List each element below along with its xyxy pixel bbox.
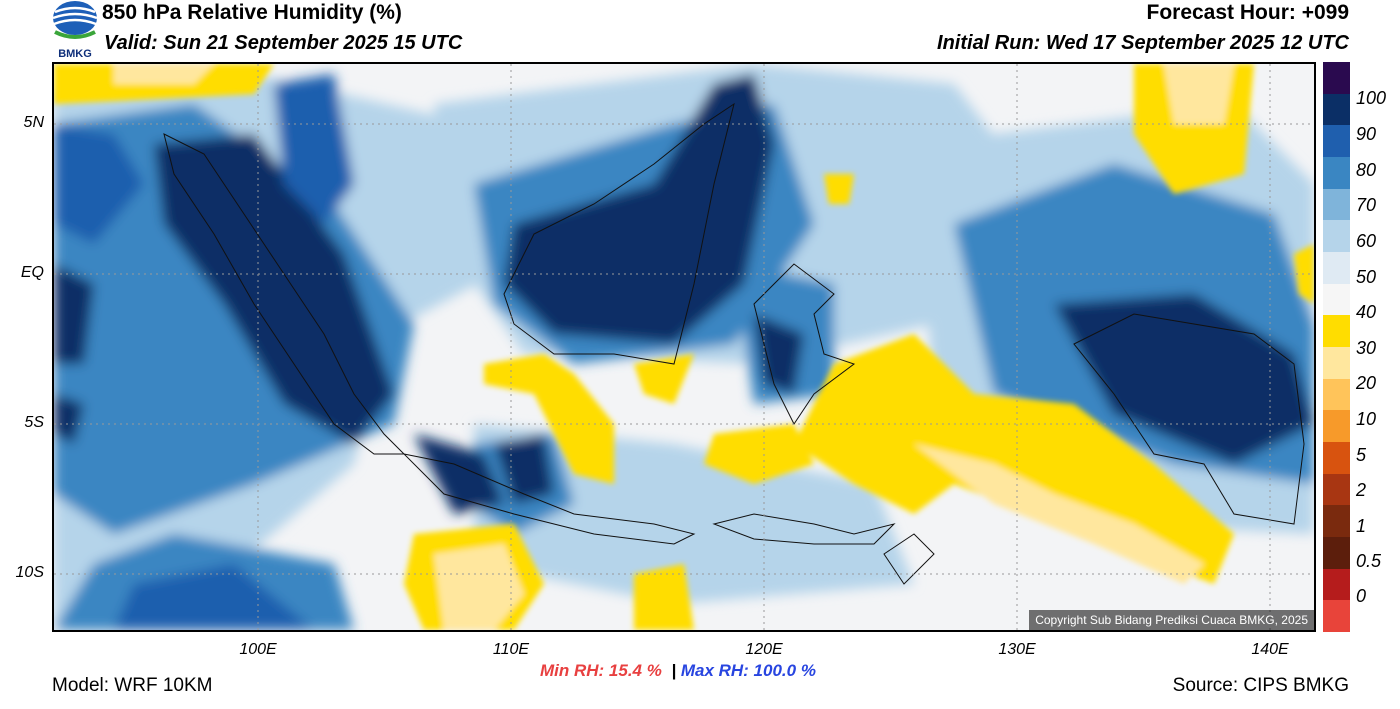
bmkg-logo: BMKG xyxy=(50,0,100,60)
humidity-field xyxy=(54,64,1314,630)
colorbar xyxy=(1323,62,1350,632)
separator: | xyxy=(671,661,677,680)
colorbar-label: 70 xyxy=(1356,195,1377,215)
colorbar-swatch xyxy=(1323,156,1350,189)
colorbar-swatch xyxy=(1323,220,1350,252)
colorbar-swatch xyxy=(1323,315,1350,347)
initial-run: Initial Run: Wed 17 September 2025 12 UT… xyxy=(937,32,1349,54)
colorbar-label: 90 xyxy=(1356,124,1377,144)
colorbar-swatch xyxy=(1323,568,1350,601)
svg-text:BMKG: BMKG xyxy=(58,48,92,60)
copyright-notice: Copyright Sub Bidang Prediksi Cuaca BMKG… xyxy=(1029,610,1314,630)
colorbar-label: 2 xyxy=(1356,480,1367,500)
colorbar-swatch xyxy=(1323,251,1350,284)
lat-label-5s: 5S xyxy=(24,414,44,431)
min-max-rh: Min RH: 15.4 % | Max RH: 100.0 % xyxy=(540,661,816,681)
colorbar-swatch xyxy=(1323,536,1350,569)
colorbar-swatch xyxy=(1323,346,1350,379)
model-name: Model: WRF 10KM xyxy=(52,675,213,696)
colorbar-swatch xyxy=(1323,505,1350,537)
colorbar-label: 5 xyxy=(1356,445,1367,465)
forecast-hour: Forecast Hour: +099 xyxy=(1146,1,1350,24)
colorbar-swatch xyxy=(1323,125,1350,157)
colorbar-swatch xyxy=(1323,441,1350,474)
valid-time: Valid: Sun 21 September 2025 15 UTC xyxy=(104,32,463,54)
colorbar-label: 0.5 xyxy=(1356,551,1382,571)
colorbar-swatch xyxy=(1323,62,1350,94)
chart-title: 850 hPa Relative Humidity (%) xyxy=(102,1,402,24)
lat-label-eq: EQ xyxy=(20,264,44,281)
humidity-map xyxy=(52,62,1316,632)
colorbar-label: 0 xyxy=(1356,586,1367,606)
colorbar-label: 40 xyxy=(1356,302,1377,322)
data-source: Source: CIPS BMKG xyxy=(1172,675,1349,696)
lon-label-130e: 130E xyxy=(998,641,1036,658)
colorbar-label: 30 xyxy=(1356,338,1377,358)
colorbar-swatch xyxy=(1323,283,1350,316)
lat-label-5n: 5N xyxy=(23,114,44,131)
colorbar-swatch xyxy=(1323,188,1350,221)
colorbar-swatch xyxy=(1323,93,1350,126)
colorbar-label: 80 xyxy=(1356,160,1377,180)
min-rh: Min RH: 15.4 % xyxy=(540,661,662,680)
colorbar-label: 50 xyxy=(1356,267,1377,287)
colorbar-swatch xyxy=(1323,378,1350,411)
lat-label-10s: 10S xyxy=(15,564,44,581)
lon-label-120e: 120E xyxy=(745,641,783,658)
colorbar-label: 10 xyxy=(1356,409,1377,429)
colorbar-label: 1 xyxy=(1356,516,1367,536)
max-rh: Max RH: 100.0 % xyxy=(680,661,816,680)
colorbar-label: 100 xyxy=(1356,88,1387,108)
lon-label-140e: 140E xyxy=(1251,641,1289,658)
colorbar-swatch xyxy=(1323,473,1350,506)
colorbar-swatch xyxy=(1323,600,1350,632)
colorbar-label: 60 xyxy=(1356,231,1377,251)
lon-label-110e: 110E xyxy=(492,641,530,658)
colorbar-swatch xyxy=(1323,410,1350,442)
lon-label-100e: 100E xyxy=(239,641,277,658)
colorbar-label: 20 xyxy=(1356,373,1377,393)
